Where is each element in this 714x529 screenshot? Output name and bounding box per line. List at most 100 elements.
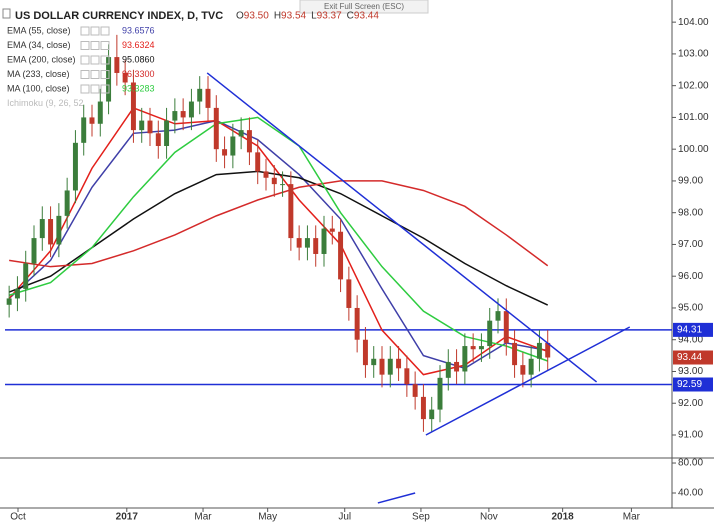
legend-name: MA (233, close) [7, 69, 70, 79]
ohlc-value: 93.44 [354, 11, 379, 22]
candle-body [362, 339, 368, 366]
candle-body [512, 342, 518, 366]
candle-body [288, 184, 294, 239]
legend-value: 93.3283 [122, 83, 155, 93]
y-tick-label: 100.00 [678, 144, 709, 155]
candle-body [56, 215, 62, 245]
legend-name: EMA (55, close) [7, 25, 71, 35]
candle-body [379, 358, 385, 375]
candle-body [222, 149, 228, 156]
ohlc-key: O [236, 11, 244, 22]
legend-icon [90, 70, 100, 79]
candle-body [255, 152, 261, 172]
candle-body [304, 238, 310, 248]
ohlc-key: H [274, 11, 281, 22]
hidden-indicator: Ichimoku (9, 26, 52 [7, 98, 84, 108]
x-tick-label: May [258, 512, 277, 523]
candle-body [429, 409, 435, 420]
candle-body [503, 311, 509, 343]
candle-body [354, 307, 360, 340]
exit-fullscreen-button[interactable] [299, 0, 429, 14]
candle-body [371, 358, 377, 366]
candle-body [89, 117, 95, 124]
candle-body [164, 120, 170, 147]
candle-body [122, 72, 128, 83]
candle-body [296, 238, 302, 248]
indicator-line [8, 170, 549, 306]
legend-icon [80, 55, 90, 65]
legend-icon [90, 55, 100, 65]
exit-fullscreen-label[interactable]: Exit Full Screen (ESC) [324, 2, 404, 11]
candle-body [72, 142, 78, 191]
candle-body [329, 228, 335, 232]
candle-body [404, 368, 410, 385]
indicator-line [377, 492, 416, 504]
candle-body [180, 111, 186, 118]
candle-body [39, 219, 45, 239]
legend-value: 93.6324 [122, 40, 155, 50]
trendline [425, 326, 631, 436]
candle-body [230, 136, 236, 156]
legend-icon [80, 84, 90, 94]
legend-name: EMA (200, close) [7, 54, 76, 64]
candle-body [280, 184, 286, 186]
legend-icon [100, 55, 110, 65]
y-tick-label: 98.00 [678, 207, 703, 218]
x-tick-label: Oct [10, 512, 26, 523]
x-tick-label: Sep [412, 512, 430, 523]
candle-body [31, 238, 37, 264]
last-price-box [673, 350, 713, 365]
legend-value: 96.3300 [122, 69, 155, 79]
x-tick-label: 2017 [116, 512, 139, 523]
legend-icon [90, 41, 100, 50]
candle-body [528, 358, 534, 375]
candle-body [520, 365, 526, 375]
candle-body [23, 263, 29, 289]
candle-body [114, 57, 120, 73]
legend-name: EMA (34, close) [7, 40, 71, 50]
candle-body [478, 346, 484, 350]
legend-icon [100, 70, 110, 79]
candle-body [338, 231, 344, 280]
ohlc-value: 93.37 [317, 11, 342, 22]
y-tick-label: 101.00 [678, 112, 709, 123]
candle-body [470, 346, 476, 350]
candle-body [462, 346, 468, 372]
level-label-box [673, 322, 713, 337]
candle-body [130, 82, 136, 131]
y-tick-label: 99.00 [678, 176, 703, 187]
candle-body [396, 358, 402, 369]
level-label: 94.31 [677, 325, 702, 336]
candle-body [412, 384, 418, 397]
ohlc-value: 93.50 [244, 11, 269, 22]
candle-body [197, 88, 203, 102]
candle-body [213, 107, 219, 150]
collapse-icon[interactable] [2, 8, 11, 19]
y-tick-label: 93.00 [678, 366, 703, 377]
level-label: 92.59 [677, 379, 702, 390]
ohlc-key: L [311, 11, 317, 22]
legend-icon [80, 41, 90, 50]
candle-body [387, 358, 393, 375]
candle-body [238, 130, 244, 137]
legend-icon [100, 41, 110, 50]
candle-body [495, 311, 501, 321]
ohlc-key: C [347, 11, 354, 22]
y-tick-label: 103.00 [678, 49, 709, 60]
y-tick-label: 97.00 [678, 239, 703, 250]
x-tick-label: Nov [480, 512, 498, 523]
candle-body [81, 117, 87, 143]
candle-body [271, 177, 277, 185]
trendline [206, 72, 598, 383]
candle-body [188, 101, 194, 118]
candle-body [454, 361, 460, 372]
chart-title: US DOLLAR CURRENCY INDEX, D, TVC [15, 10, 223, 22]
x-tick-label: 2018 [552, 512, 575, 523]
y-tick-label: 91.00 [678, 430, 703, 441]
x-tick-label: Mar [623, 512, 641, 523]
candle-body [420, 396, 426, 420]
legend-icon [100, 84, 110, 94]
legend-value: 93.6576 [122, 25, 155, 35]
candle-body [205, 88, 211, 108]
